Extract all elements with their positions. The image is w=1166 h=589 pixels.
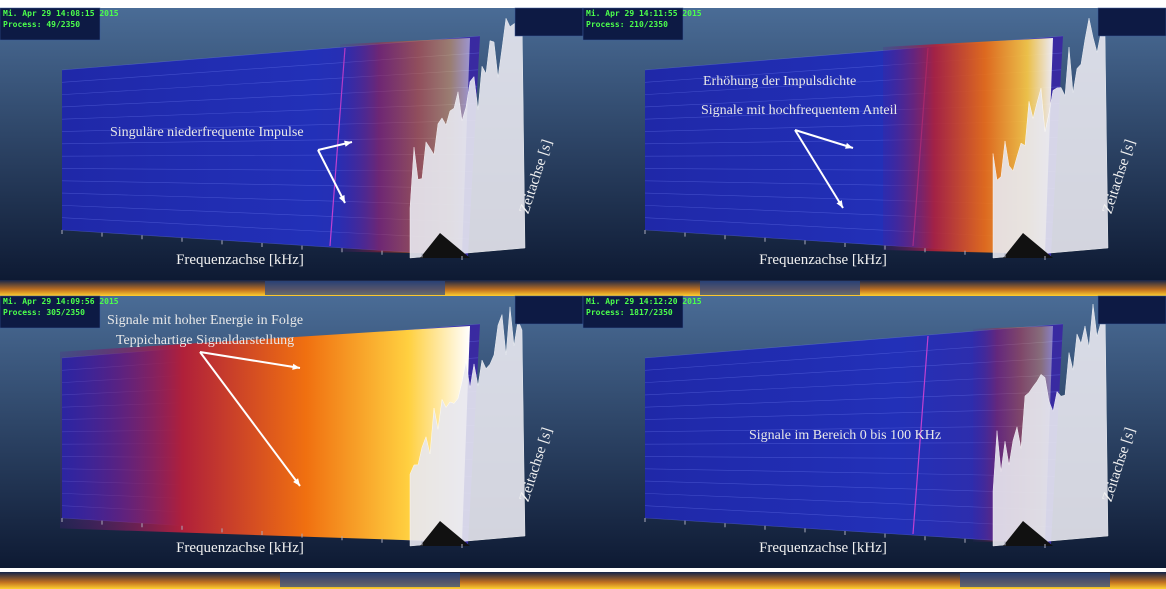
buffer-box [515, 8, 583, 36]
scroll-thumb [280, 573, 460, 587]
process-counter: Process: 305/2350 [3, 308, 85, 317]
process-counter: Process: 49/2350 [3, 20, 80, 29]
scroll-thumb [960, 573, 1110, 587]
x-axis-label: Frequenzachse [kHz] [176, 252, 304, 268]
timestamp: Mi. Apr 29 14:11:55 2015 [586, 8, 702, 18]
page: Mi. Apr 29 14:08:15 2015 Process: 49/2350… [0, 0, 1166, 589]
spectrogram-panel: Mi. Apr 29 14:09:56 2015 Process: 305/235… [0, 296, 583, 568]
scroll-thumb [265, 281, 445, 295]
annotation: Signale mit hochfrequentem Anteil [701, 103, 897, 118]
annotation: Erhöhung der Impulsdichte [703, 74, 856, 89]
process-counter: Process: 1817/2350 [586, 308, 673, 317]
top-margin [0, 0, 1166, 8]
buffer-box [1098, 8, 1166, 36]
screenshot: Mi. Apr 29 14:08:15 2015 Process: 49/2350… [0, 0, 1166, 589]
spectrogram-panel: Mi. Apr 29 14:11:55 2015 Process: 210/235… [583, 8, 1166, 280]
annotation: Teppichartige Signaldarstellung [116, 333, 294, 348]
annotation: Signale im Bereich 0 bis 100 KHz [749, 428, 941, 443]
timestamp: Mi. Apr 29 14:12:20 2015 [586, 296, 702, 306]
timestamp: Mi. Apr 29 14:09:56 2015 [3, 296, 119, 306]
scroll-thumb [700, 281, 860, 295]
annotation: Signale mit hoher Energie in Folge [107, 313, 303, 328]
timestamp: Mi. Apr 29 14:08:15 2015 [3, 8, 119, 18]
buffer-box [515, 296, 583, 324]
status-strip [0, 280, 1166, 296]
process-counter: Process: 210/2350 [586, 20, 668, 29]
spectrogram-panel: Mi. Apr 29 14:08:15 2015 Process: 49/2350… [0, 8, 583, 280]
buffer-box [1098, 296, 1166, 324]
spectrogram-panel: Mi. Apr 29 14:12:20 2015 Process: 1817/23… [583, 296, 1166, 568]
annotation: Singuläre niederfrequente Impulse [110, 125, 304, 140]
signal-band [60, 326, 470, 542]
x-axis-label: Frequenzachse [kHz] [759, 540, 887, 556]
x-axis-label: Frequenzachse [kHz] [759, 252, 887, 268]
x-axis-label: Frequenzachse [kHz] [176, 540, 304, 556]
